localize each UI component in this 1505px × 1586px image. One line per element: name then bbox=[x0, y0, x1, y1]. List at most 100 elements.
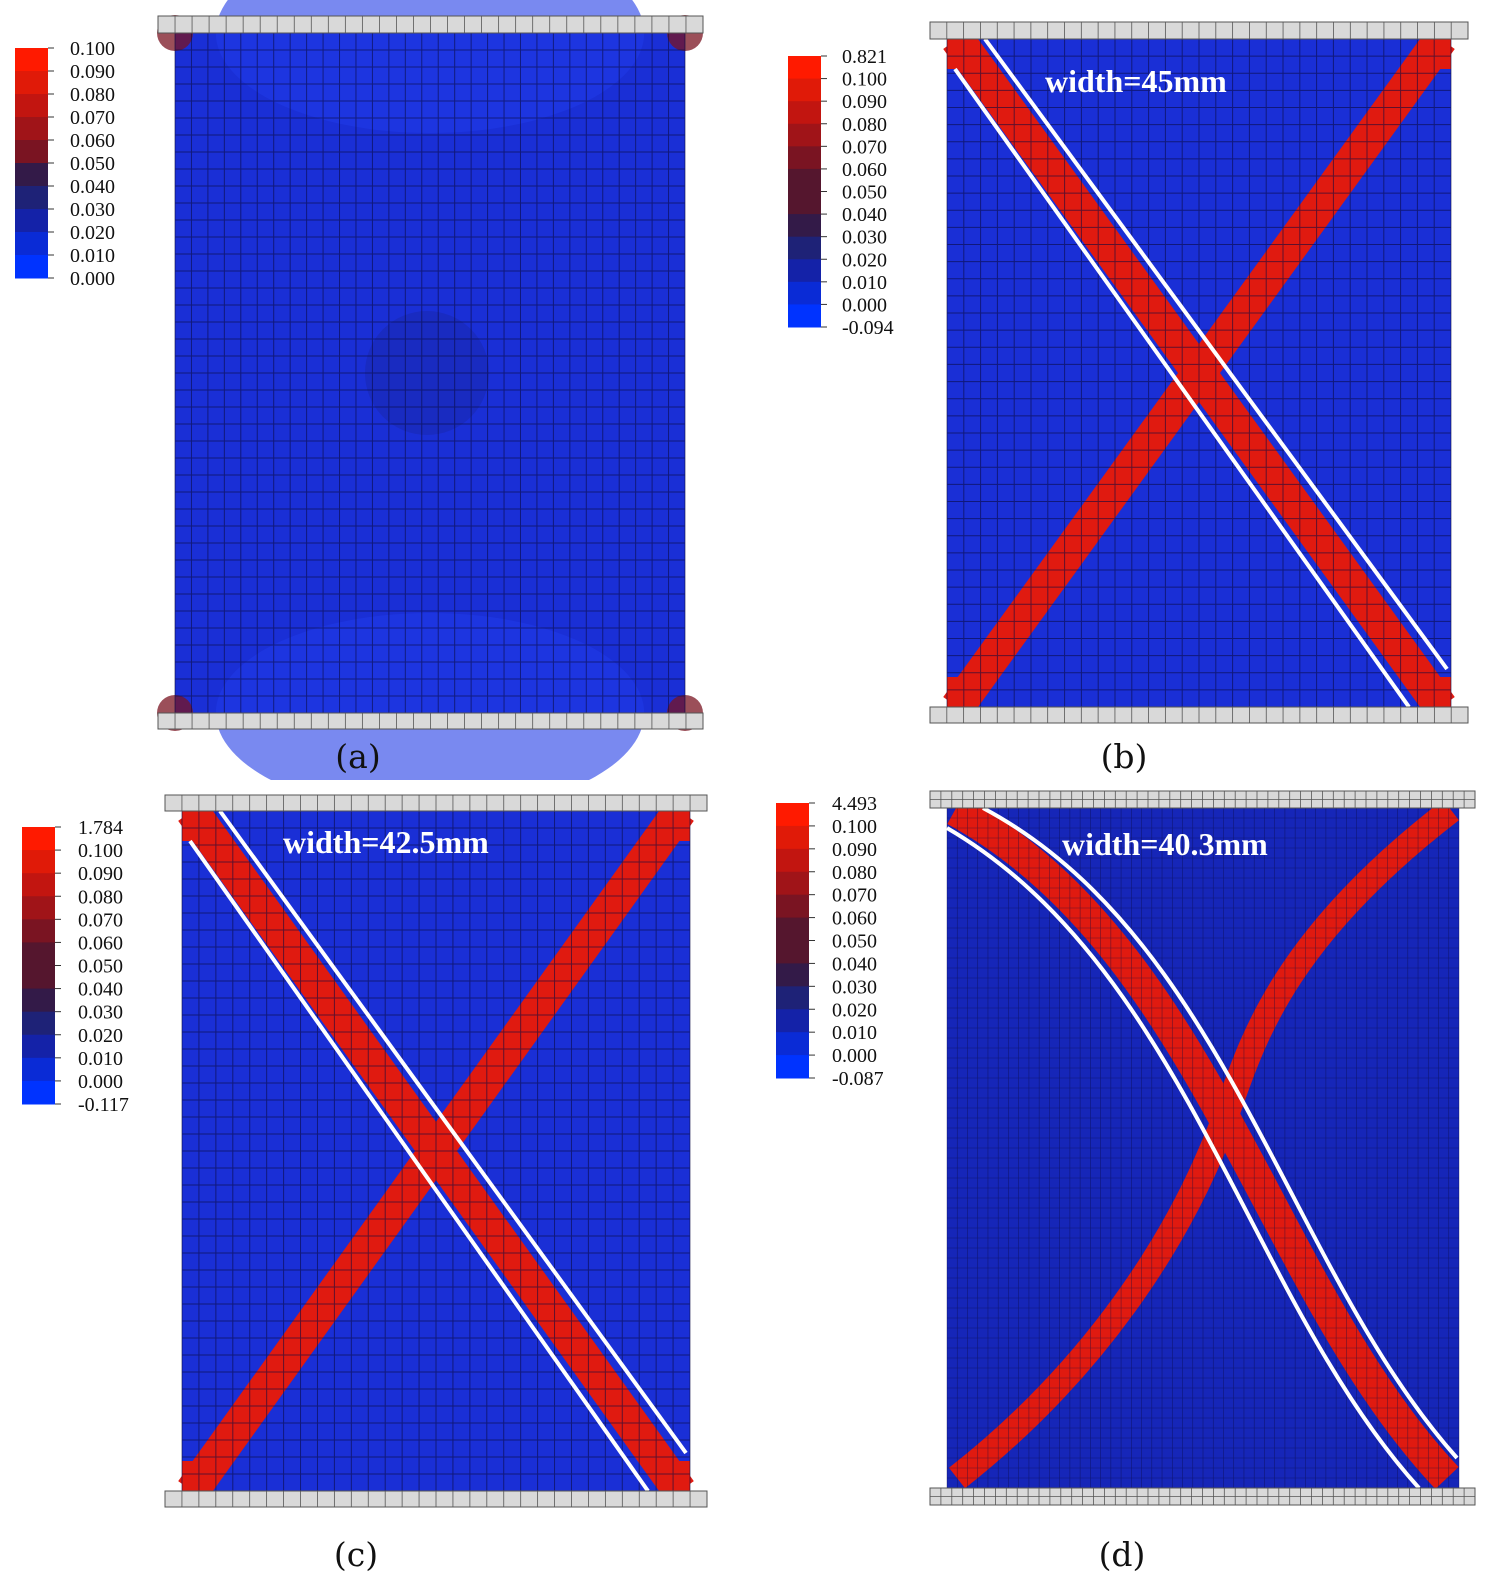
legend-label: 0.050 bbox=[78, 956, 123, 978]
legend-swatch bbox=[15, 71, 48, 95]
legend-swatch bbox=[788, 56, 821, 80]
legend-swatch bbox=[22, 919, 55, 943]
legend-swatch bbox=[788, 101, 821, 125]
legend-label: 0.050 bbox=[70, 153, 115, 175]
legend-label: 0.020 bbox=[842, 249, 887, 271]
legend-swatch bbox=[15, 48, 48, 72]
legend-label: 0.000 bbox=[832, 1045, 877, 1067]
legend-label: 0.100 bbox=[78, 840, 123, 862]
fit-line-lower bbox=[188, 839, 650, 1493]
legend-label: 0.100 bbox=[842, 69, 887, 91]
mesh-grid bbox=[174, 32, 686, 714]
legend-swatch bbox=[788, 236, 821, 260]
legend-label: 4.493 bbox=[832, 793, 877, 815]
band-corner-bl bbox=[947, 677, 971, 707]
legend-label: 0.020 bbox=[832, 999, 877, 1021]
legend-label: 0.070 bbox=[70, 107, 115, 129]
legend-swatch bbox=[776, 848, 809, 873]
mesh-grid bbox=[181, 810, 691, 1492]
legend-swatch bbox=[15, 255, 48, 279]
legend-label: 0.070 bbox=[842, 136, 887, 158]
legend-swatch bbox=[776, 963, 809, 987]
legend-swatch bbox=[788, 304, 821, 328]
legend-swatch bbox=[776, 894, 809, 919]
legend-swatch bbox=[22, 850, 55, 874]
legend-label: 0.000 bbox=[842, 294, 887, 316]
legend-swatch bbox=[22, 1057, 55, 1082]
legend-label: -0.094 bbox=[842, 317, 894, 339]
legend-label: 0.060 bbox=[70, 130, 115, 152]
legend-swatch bbox=[776, 1055, 809, 1079]
legend-label: 0.080 bbox=[842, 114, 887, 136]
legend-label: 0.000 bbox=[70, 268, 115, 290]
panel-d: 4.493 0.100 0.090 0.080 0.070 0.060 0.050 0.040… bbox=[760, 783, 1505, 1586]
legend-swatch bbox=[15, 140, 48, 164]
legend-swatch bbox=[788, 191, 821, 215]
legend-swatch bbox=[22, 1034, 55, 1059]
legend-swatch bbox=[22, 896, 55, 920]
legend-swatch bbox=[22, 942, 55, 966]
legend-label: 0.090 bbox=[842, 91, 887, 113]
legend-swatch bbox=[776, 917, 809, 941]
legend-swatch bbox=[776, 940, 809, 964]
legend-swatch bbox=[788, 281, 821, 305]
panel-c-graphic: 1.7840.1000.0900.0800.0700.0600.0500.040… bbox=[22, 794, 708, 1508]
legend-swatch bbox=[22, 988, 55, 1013]
legend-label: 0.070 bbox=[832, 885, 877, 907]
legend-swatch bbox=[22, 1080, 55, 1105]
band-corner-br bbox=[666, 1461, 690, 1491]
legend-swatch bbox=[15, 94, 48, 118]
width-label: width=42.5mm bbox=[283, 824, 489, 860]
band-corner-bl bbox=[182, 1461, 206, 1491]
legend-swatch bbox=[788, 214, 821, 238]
legend-swatch bbox=[22, 827, 55, 851]
legend-swatch bbox=[776, 871, 809, 896]
fit-line-lower bbox=[953, 67, 1411, 709]
legend-label: 0.040 bbox=[832, 953, 877, 975]
caption-b: (b) bbox=[1100, 737, 1148, 776]
legend-swatch bbox=[788, 259, 821, 283]
legend-swatch bbox=[22, 1011, 55, 1036]
legend-swatch bbox=[776, 1009, 809, 1033]
panel-b-graphic: 0.8210.1000.0900.0800.0700.0600.0500.040… bbox=[788, 21, 1469, 724]
legend-label: 0.060 bbox=[832, 908, 877, 930]
legend-label: 0.040 bbox=[842, 204, 887, 226]
legend-label: 0.821 bbox=[842, 46, 887, 68]
legend-swatch bbox=[776, 803, 809, 827]
legend-swatch bbox=[15, 209, 48, 233]
legend-swatch bbox=[776, 986, 809, 1010]
legend-label: 0.050 bbox=[842, 182, 887, 204]
legend-label: 0.030 bbox=[842, 227, 887, 249]
legend-swatch bbox=[15, 232, 48, 256]
legend-label: 0.010 bbox=[70, 245, 115, 267]
legend-label: 0.070 bbox=[78, 909, 123, 931]
fit-line-upper bbox=[982, 806, 1459, 1460]
legend-label: -0.087 bbox=[832, 1068, 884, 1090]
legend-label: 0.080 bbox=[832, 862, 877, 884]
legend-label: 0.030 bbox=[70, 199, 115, 221]
band-corner-br bbox=[1427, 677, 1451, 707]
legend-label: 0.060 bbox=[842, 159, 887, 181]
panel-d-graphic: 4.4930.1000.0900.0800.0700.0600.0500.040… bbox=[776, 790, 1476, 1506]
legend-label: 0.100 bbox=[832, 816, 877, 838]
legend-label: 0.090 bbox=[70, 61, 115, 83]
legend-swatch bbox=[22, 965, 55, 990]
legend-swatch bbox=[15, 186, 48, 210]
legend-label: 0.040 bbox=[70, 176, 115, 198]
legend-label: 0.090 bbox=[78, 863, 123, 885]
legend-label: 0.010 bbox=[842, 272, 887, 294]
band-corner-tr bbox=[666, 811, 690, 841]
caption-c: (c) bbox=[333, 1535, 379, 1574]
fit-line-lower bbox=[945, 826, 1421, 1490]
panel-a: 0.100 0.090 0.080 0.070 0.060 0.050 0.040 0.030… bbox=[0, 0, 760, 780]
legend-label: 0.100 bbox=[70, 38, 115, 60]
caption-d: (d) bbox=[1098, 1535, 1146, 1574]
panel-c: 1.784 0.100 0.090 0.080 0.070 0.060 0.050 0.040… bbox=[0, 783, 760, 1586]
legend-label: 0.090 bbox=[832, 839, 877, 861]
legend-swatch bbox=[788, 146, 821, 170]
panel-a-graphic: 0.1000.0900.0800.0700.0600.0500.0400.030… bbox=[15, 0, 704, 780]
legend-label: 0.010 bbox=[832, 1022, 877, 1044]
band-corner-tl bbox=[947, 39, 971, 69]
legend-label: 0.080 bbox=[78, 886, 123, 908]
band-corner-tr bbox=[1427, 39, 1451, 69]
